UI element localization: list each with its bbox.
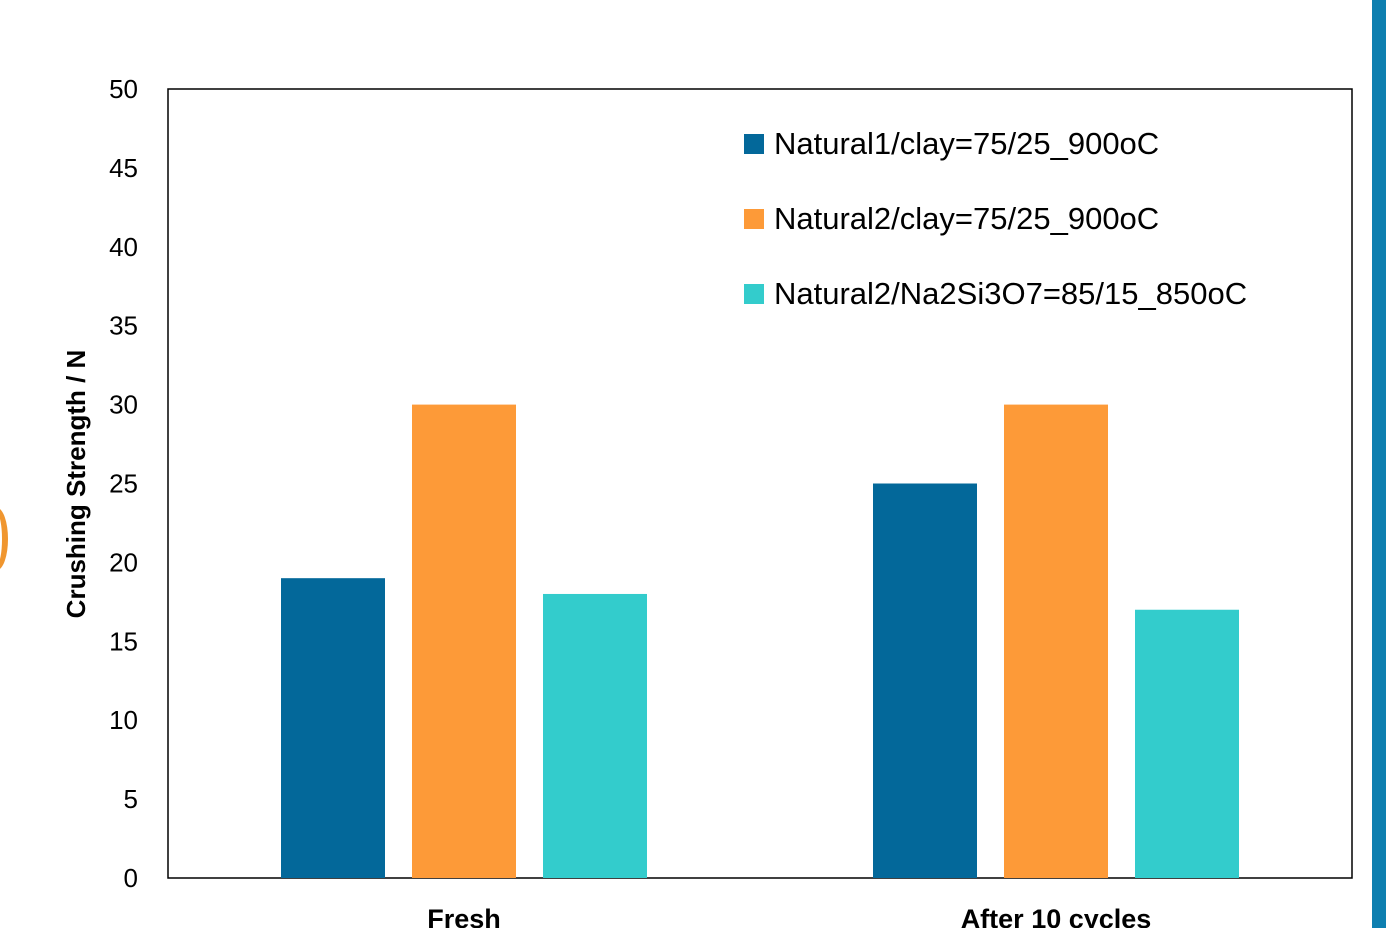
plot-area bbox=[167, 88, 1353, 879]
legend-swatch bbox=[744, 284, 764, 304]
bars bbox=[281, 404, 1239, 878]
y-tick-label: 25 bbox=[109, 469, 138, 499]
bar-2-fresh bbox=[412, 404, 516, 878]
y-tick-label: 40 bbox=[109, 232, 138, 262]
bar-2-after-10-cycles bbox=[1004, 404, 1108, 878]
bar-3-fresh bbox=[543, 593, 647, 878]
legend-swatch bbox=[744, 209, 764, 229]
legend-label: Natural2/clay=75/25_900oC bbox=[774, 201, 1159, 236]
y-tick-label: 50 bbox=[109, 74, 138, 104]
right-edge-strip bbox=[1372, 0, 1386, 928]
legend-swatch bbox=[744, 134, 764, 154]
legend: Natural1/clay=75/25_900oC Natural2/clay=7… bbox=[744, 126, 1247, 311]
y-tick-label: 15 bbox=[109, 626, 138, 656]
y-axis-ticks: 0 5 10 15 20 25 30 35 40 45 50 bbox=[109, 74, 138, 893]
y-tick-label: 20 bbox=[109, 547, 138, 577]
y-tick-label: 5 bbox=[124, 784, 138, 814]
bar-3-after-10-cycles bbox=[1135, 609, 1239, 878]
y-tick-label: 45 bbox=[109, 153, 138, 183]
x-category-label: Fresh bbox=[427, 904, 501, 928]
legend-label: Natural1/clay=75/25_900oC bbox=[774, 126, 1159, 161]
x-axis-categories: Fresh After 10 cycles bbox=[427, 904, 1152, 933]
y-tick-label: 10 bbox=[109, 705, 138, 735]
bar-1-fresh bbox=[281, 578, 385, 878]
legend-label: Natural2/Na2Si3O7=85/15_850oC bbox=[774, 276, 1247, 311]
x-category-label: After 10 cycles bbox=[961, 904, 1152, 928]
y-axis-title: Crushing Strength / N bbox=[61, 350, 91, 619]
y-tick-label: 30 bbox=[109, 390, 138, 420]
y-tick-label: 0 bbox=[124, 863, 138, 893]
bar-1-after-10-cycles bbox=[873, 483, 977, 878]
y-tick-label: 35 bbox=[109, 311, 138, 341]
plot-frame bbox=[167, 88, 1353, 879]
